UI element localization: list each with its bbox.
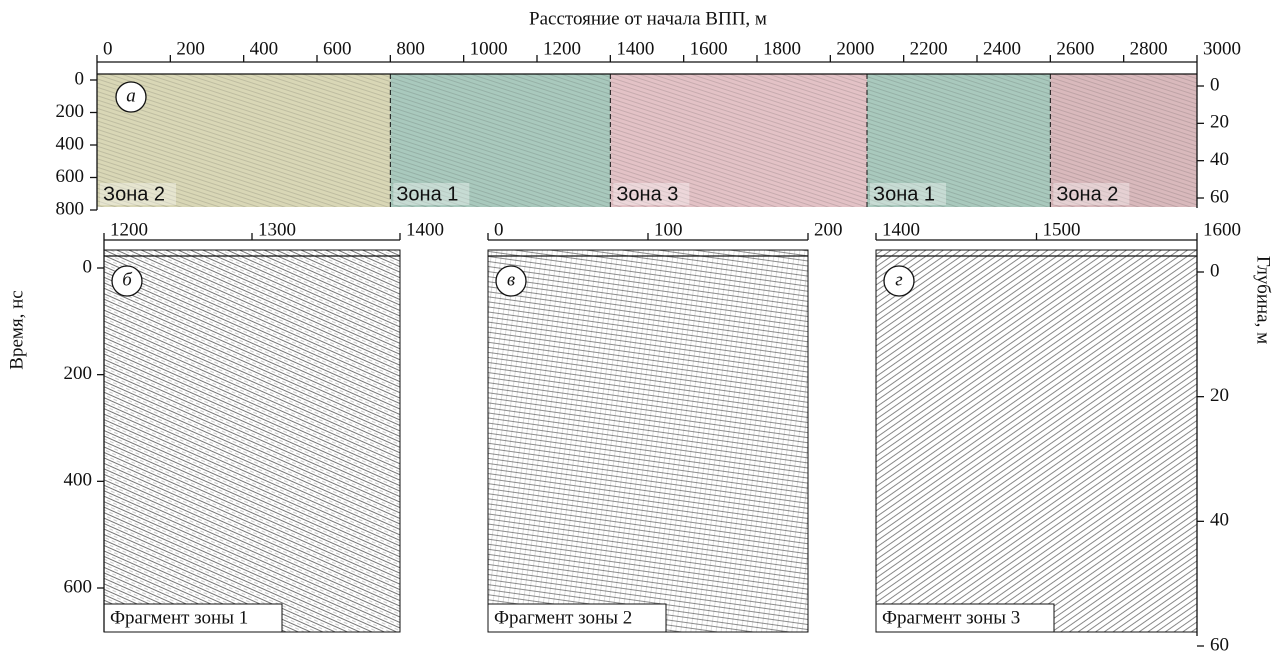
x-tick-label: 0 bbox=[494, 219, 504, 240]
time-tick-label: 200 bbox=[64, 363, 93, 384]
depth-tick-label: 40 bbox=[1210, 149, 1229, 170]
x-tick-label: 1000 bbox=[470, 38, 508, 59]
depth-tick-label: 40 bbox=[1210, 510, 1229, 531]
x-tick-label: 200 bbox=[814, 219, 843, 240]
x-tick-label: 200 bbox=[176, 38, 205, 59]
x-tick-label: 400 bbox=[250, 38, 279, 59]
x-axis-title: Расстояние от начала ВПП, м bbox=[529, 8, 767, 29]
x-tick-label: 2600 bbox=[1056, 38, 1094, 59]
x-tick-label: 2400 bbox=[983, 38, 1021, 59]
x-tick-label: 1400 bbox=[882, 219, 920, 240]
x-tick-label: 1200 bbox=[110, 219, 148, 240]
depth-tick-label: 60 bbox=[1210, 634, 1229, 655]
zone-label: Зона 1 bbox=[396, 183, 458, 205]
x-tick-label: 1600 bbox=[1203, 219, 1241, 240]
x-tick-label: 1400 bbox=[616, 38, 654, 59]
y-right-title: Глубина, м bbox=[1253, 256, 1274, 344]
x-tick-label: 1500 bbox=[1043, 219, 1081, 240]
x-tick-label: 2200 bbox=[910, 38, 948, 59]
radargram-texture bbox=[488, 250, 808, 632]
time-tick-label: 600 bbox=[64, 576, 93, 597]
x-tick-label: 100 bbox=[654, 219, 683, 240]
x-tick-label: 2000 bbox=[836, 38, 874, 59]
figure: Расстояние от начала ВПП, м Время, нс Гл… bbox=[0, 0, 1274, 656]
zone-label: Зона 1 bbox=[873, 183, 935, 205]
x-tick-label: 800 bbox=[396, 38, 425, 59]
x-tick-label: 1300 bbox=[258, 219, 296, 240]
caption: Фрагмент зоны 1 bbox=[110, 607, 248, 628]
x-tick-label: 1800 bbox=[763, 38, 801, 59]
time-tick-label: 400 bbox=[64, 470, 93, 491]
depth-tick-label: 0 bbox=[1210, 74, 1220, 95]
zone-label: Зона 3 bbox=[616, 183, 678, 205]
depth-tick-label: 20 bbox=[1210, 385, 1229, 406]
time-tick-label: 800 bbox=[56, 198, 85, 219]
panel-label: в bbox=[507, 269, 515, 290]
zone-label: Зона 2 bbox=[1056, 183, 1118, 205]
time-tick-label: 0 bbox=[75, 68, 85, 89]
x-tick-label: 2800 bbox=[1130, 38, 1168, 59]
caption: Фрагмент зоны 3 bbox=[882, 607, 1020, 628]
x-tick-label: 3000 bbox=[1203, 38, 1241, 59]
caption: Фрагмент зоны 2 bbox=[494, 607, 632, 628]
radargram-texture bbox=[876, 250, 1197, 632]
x-tick-label: 1400 bbox=[406, 219, 444, 240]
panel-label: а bbox=[126, 85, 136, 106]
radargram-texture bbox=[104, 250, 400, 632]
panel-label: г bbox=[895, 269, 902, 290]
depth-tick-label: 60 bbox=[1210, 186, 1229, 207]
time-tick-label: 0 bbox=[83, 256, 93, 277]
zone-label: Зона 2 bbox=[103, 183, 165, 205]
depth-tick-label: 20 bbox=[1210, 112, 1229, 133]
x-tick-label: 0 bbox=[103, 38, 113, 59]
y-left-title: Время, нс bbox=[6, 290, 27, 369]
x-tick-label: 1600 bbox=[690, 38, 728, 59]
panel-label: б bbox=[122, 269, 133, 290]
time-tick-label: 400 bbox=[56, 133, 85, 154]
time-tick-label: 200 bbox=[56, 101, 85, 122]
x-tick-label: 600 bbox=[323, 38, 352, 59]
depth-tick-label: 0 bbox=[1210, 260, 1220, 281]
x-tick-label: 1200 bbox=[543, 38, 581, 59]
time-tick-label: 600 bbox=[56, 166, 85, 187]
